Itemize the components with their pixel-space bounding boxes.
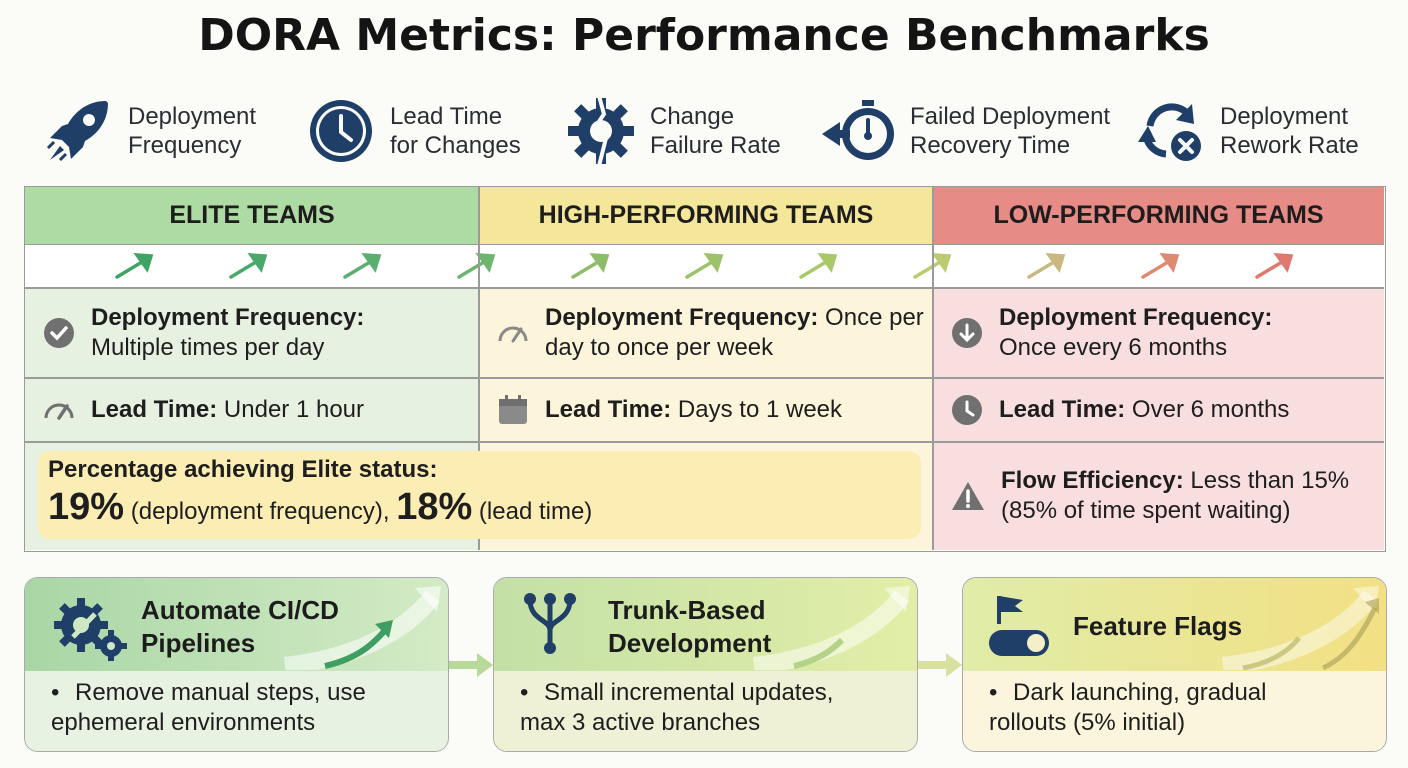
metric-label: Lead Time for Changes [390,103,521,159]
low-lead-time: Lead Time: Over 6 months [933,378,1384,442]
practice-card-feature-flags: Feature Flags • Dark launching, gradual r… [962,577,1387,752]
connector-arrow [449,653,493,677]
practice-card-cicd: Automate CI/CD Pipelines • Remove manual … [24,577,449,752]
cell-label: Lead Time: [999,396,1126,423]
cell-label: Deployment Frequency: [999,304,1273,331]
cell-value: Less than 15% (85% of time spent waiting… [1001,467,1350,524]
elite-lead-time: Lead Time: Under 1 hour [25,378,479,442]
rocket-icon [46,101,108,162]
metric-label: Failed Deployment Recovery Time [910,103,1111,159]
trend-arrow-row [25,245,1384,288]
page-title: DORA Metrics: Performance Benchmarks [198,10,1210,61]
warning-icon [952,482,984,510]
callout-heading: Percentage achieving Elite status: [48,456,438,483]
growth-arrow-decoration [1221,586,1379,670]
cell-text: Deployment Frequency: Once every 6 months [999,303,1272,363]
connector-arrow [918,653,962,677]
practice-card-trunk: Trunk-Based Development • Small increment… [493,577,918,752]
card-text-body: Dark launching, gradual rollouts (5% ini… [989,679,1267,736]
cell-label: Flow Efficiency: [1001,467,1184,494]
flag-toggle-icon [989,596,1049,656]
card-text: • Dark launching, gradual rollouts (5% in… [989,679,1267,736]
benchmark-table: ELITE TEAMS HIGH-PERFORMING TEAMS LOW-PE… [24,186,1386,552]
metric-change-failure-rate: Change Failure Rate [566,96,781,166]
metric-lead-time: Lead Time for Changes [306,96,521,166]
card-text-body: Remove manual steps, use ephemeral envir… [51,679,366,736]
cycle-x-icon [1138,103,1201,161]
branch-icon [524,593,576,654]
card-title: Trunk-Based Development [608,595,772,658]
cell-text: Lead Time: Over 6 months [999,395,1289,425]
high-deploy-frequency: Deployment Frequency: Once per day to on… [479,288,933,378]
cell-label: Deployment Frequency: [91,304,365,331]
broken-gear-icon [568,96,634,166]
cell-value: Over 6 months [1125,396,1290,423]
low-flow-efficiency: Flow Efficiency: Less than 15% (85% of t… [933,442,1384,550]
growth-arrow-decoration [752,586,910,670]
cell-value: Once per day to once per week [545,304,924,361]
column-header-high: HIGH-PERFORMING TEAMS [479,187,933,245]
cell-value: Under 1 hour [217,396,365,423]
gears-wrench-icon [54,598,127,661]
high-lead-time: Lead Time: Days to 1 week [479,378,933,442]
cell-text: Lead Time: Days to 1 week [545,395,842,425]
card-text-body: Small incremental updates, max 3 active … [520,679,834,736]
metric-recovery-time: Failed Deployment Recovery Time [820,96,1110,166]
divider [25,377,1384,379]
column-header-elite: ELITE TEAMS [25,187,479,245]
card-text: • Small incremental updates, max 3 active… [520,679,834,736]
trend-arrows [115,252,1294,279]
elite-deploy-frequency: Deployment Frequency: Multiple times per … [25,288,479,378]
clock-icon [952,395,982,425]
cell-value: Days to 1 week [671,396,843,423]
lead-note: (lead time) [472,498,593,525]
card-title: Automate CI/CD Pipelines [141,595,339,658]
lead-pct: 18% [396,486,473,528]
growth-arrow-decoration [283,586,441,670]
metric-rework-rate: Deployment Rework Rate [1136,96,1359,166]
card-text: • Remove manual steps, use ephemeral envi… [51,679,366,736]
divider [478,187,480,550]
cell-label: Deployment Frequency: [545,304,819,331]
cell-text: Lead Time: Under 1 hour [91,395,364,425]
metric-deployment-frequency: Deployment Frequency [44,96,256,166]
cell-label: Lead Time: [91,396,218,423]
divider [25,441,1384,443]
callout-values: 19% (deployment frequency), 18% (lead ti… [48,485,921,534]
metric-label: Deployment Rework Rate [1220,103,1359,159]
divider [25,287,1384,289]
metric-label: Deployment Frequency [128,103,257,159]
metric-label: Change Failure Rate [650,103,781,159]
cell-label: Lead Time: [545,396,672,423]
cell-text: Deployment Frequency: Multiple times per … [91,303,364,363]
calendar-icon [499,395,527,424]
cell-text: Deployment Frequency: Once per day to on… [545,303,925,363]
elite-percentage-callout: Percentage achieving Elite status: 19% (… [38,451,921,539]
gauge-icon [44,403,74,420]
cell-value: Once every 6 months [999,334,1228,361]
down-arrow-circle-icon [952,318,982,348]
deploy-pct: 19% [48,486,125,528]
card-title: Feature Flags [1073,611,1243,641]
deploy-note: (deployment frequency), [124,498,397,525]
clock-icon [310,100,372,162]
cell-value: Multiple times per day [91,334,325,361]
check-circle-icon [44,318,74,348]
cell-text: Flow Efficiency: Less than 15% (85% of t… [1001,466,1381,526]
stopwatch-back-icon [822,100,894,160]
gauge-icon [498,326,528,343]
divider [932,187,934,550]
low-deploy-frequency: Deployment Frequency: Once every 6 months [933,288,1384,378]
column-header-low: LOW-PERFORMING TEAMS [933,187,1384,245]
